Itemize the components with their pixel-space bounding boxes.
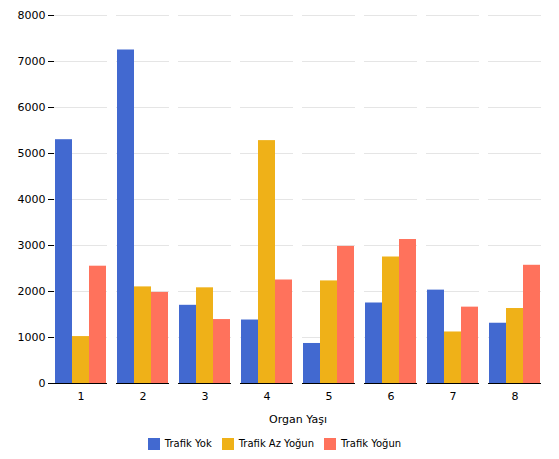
svg-text:1000: 1000 <box>18 331 46 344</box>
html-text:Trafik Yoğun: Trafik Yoğun <box>341 438 402 449</box>
svg-text:6: 6 <box>388 390 395 403</box>
svg-text:1: 1 <box>78 390 85 403</box>
svg-text:0: 0 <box>39 377 46 390</box>
svg-text:2000: 2000 <box>18 285 46 298</box>
svg-text:6000: 6000 <box>18 101 46 114</box>
svg-text:8: 8 <box>512 390 519 403</box>
svg-text:3000: 3000 <box>18 239 46 252</box>
svg-text:3: 3 <box>202 390 209 403</box>
svg-text:7000: 7000 <box>18 55 46 68</box>
svg-text:4: 4 <box>264 390 271 403</box>
svg-text:Organ Yaşı: Organ Yaşı <box>269 413 327 426</box>
svg-text:8000: 8000 <box>18 9 46 22</box>
svg-text:4000: 4000 <box>18 193 46 206</box>
svg-text:7: 7 <box>450 390 457 403</box>
html-text:Trafik Yok: Trafik Yok <box>164 438 212 449</box>
svg-text:5: 5 <box>326 390 333 403</box>
svg-text:5000: 5000 <box>18 147 46 160</box>
svg-text:2: 2 <box>140 390 147 403</box>
html-text:Trafik Az Yoğun: Trafik Az Yoğun <box>238 438 314 449</box>
